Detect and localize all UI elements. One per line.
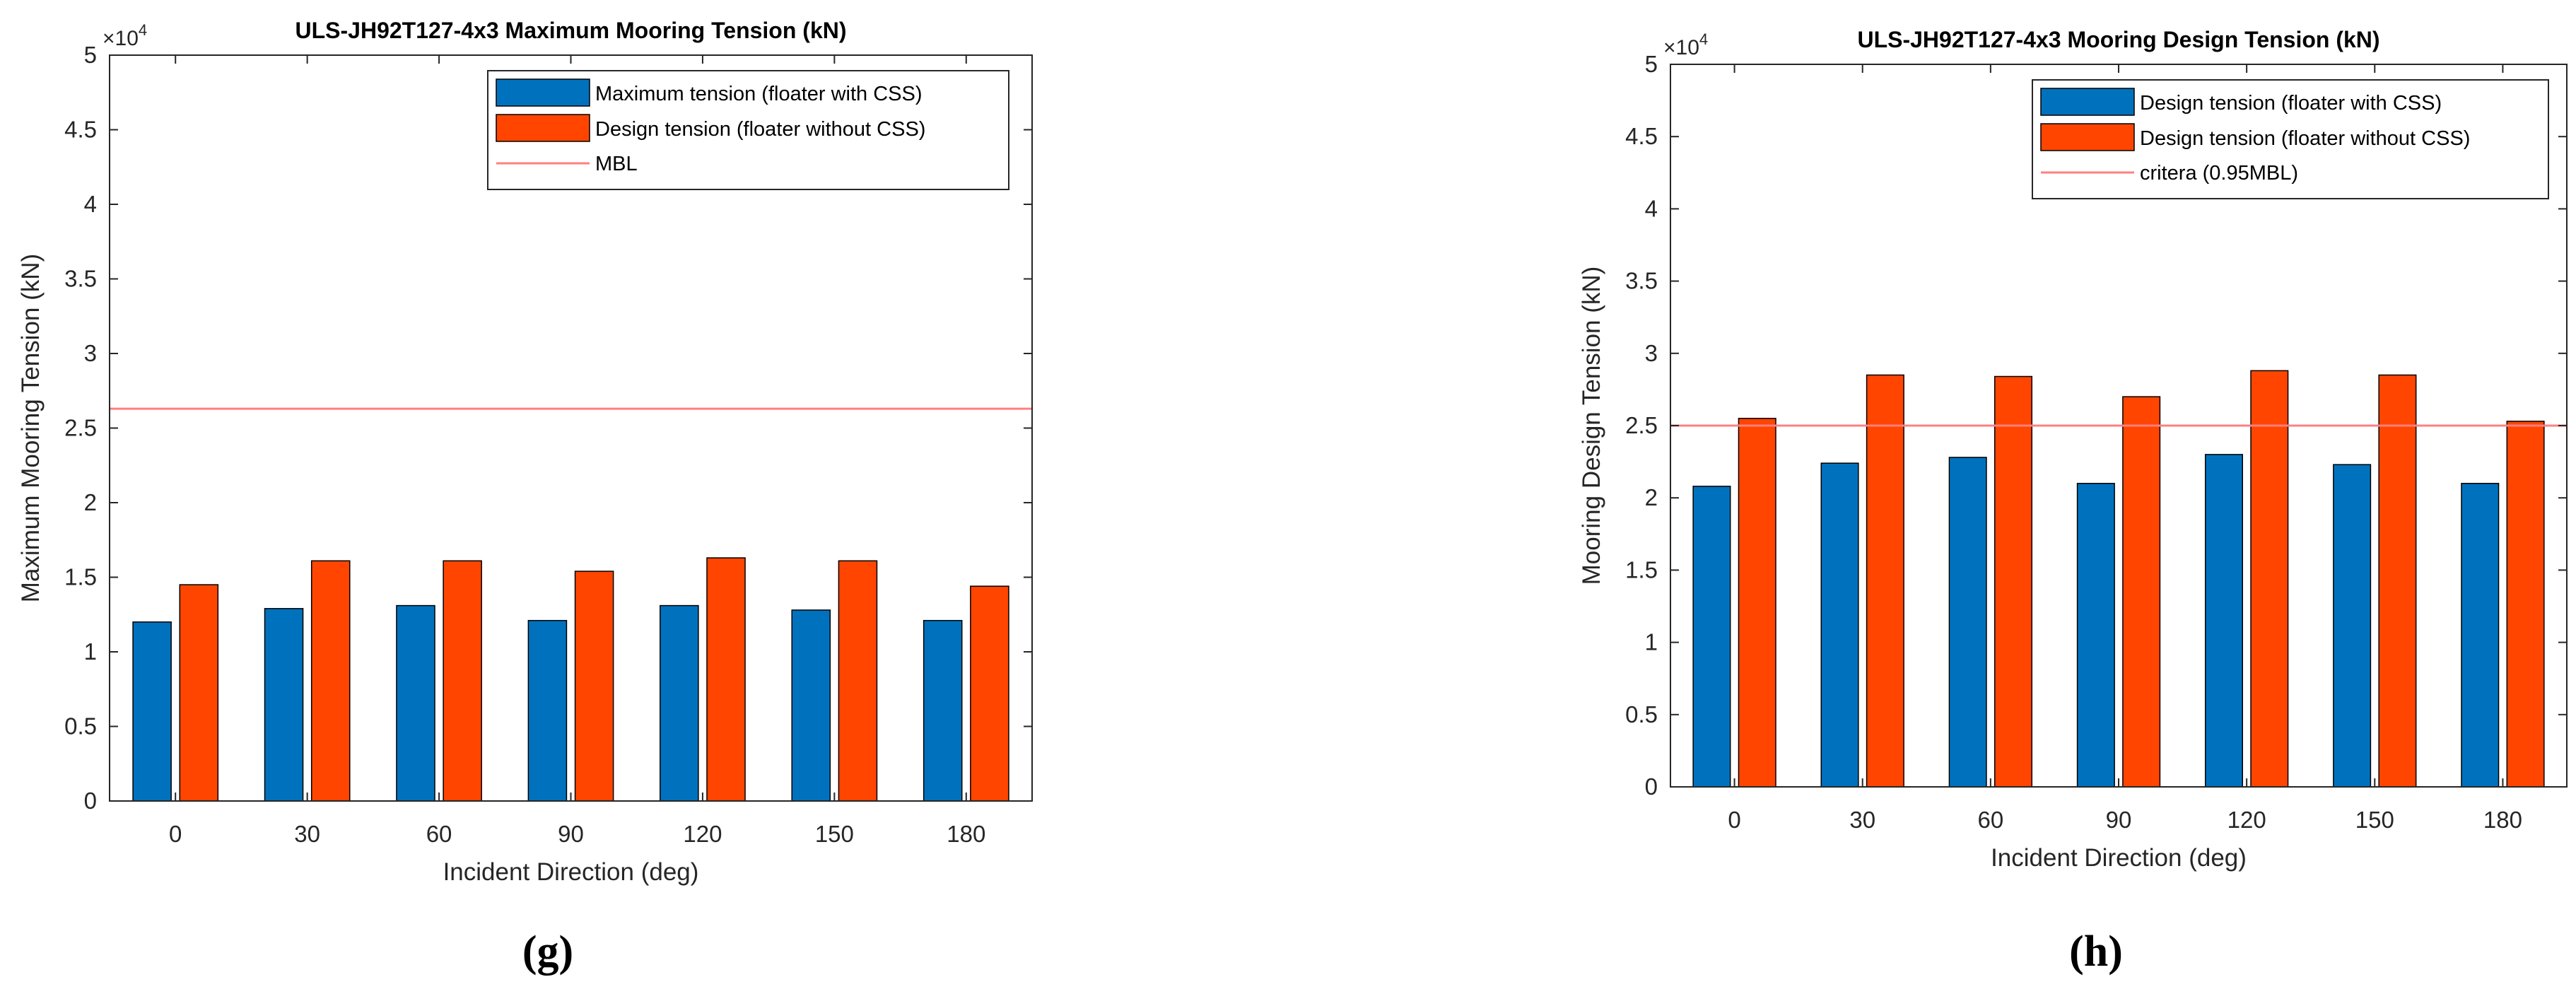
- x-tick-label: 150: [815, 821, 854, 847]
- y-exponent-power: 4: [1699, 30, 1708, 48]
- y-exponent-label: ×104: [1663, 30, 1708, 59]
- bar-with-css-150: [2333, 464, 2372, 788]
- y-axis-label: Mooring Design Tension (kN): [1578, 267, 1605, 585]
- bar-without-css-120: [2250, 370, 2289, 788]
- bar-without-css-30: [310, 560, 351, 802]
- x-tick-label: 60: [426, 821, 452, 847]
- bar-with-css-60: [396, 604, 435, 802]
- x-axis-label: Incident Direction (deg): [1991, 844, 2247, 872]
- x-axis-label: Incident Direction (deg): [443, 858, 699, 886]
- legend-swatch-1: [496, 78, 590, 107]
- legend-label-1: Maximum tension (floater with CSS): [595, 83, 923, 105]
- y-tick-label: 3.5: [1625, 268, 1658, 294]
- x-tick-label: 150: [2355, 807, 2394, 833]
- y-axis-label: Maximum Mooring Tension (kN): [17, 254, 45, 602]
- y-tick-label: 0: [84, 788, 97, 814]
- y-tick-label: 1: [84, 638, 97, 665]
- panel-label: (g): [522, 928, 573, 976]
- y-tick-label: 3: [84, 340, 97, 366]
- x-tick-label: 90: [558, 821, 584, 847]
- legend: Design tension (floater with CSS) Design …: [2032, 79, 2549, 199]
- y-tick-label: 0.5: [64, 713, 97, 739]
- x-tick-label: 180: [2483, 807, 2522, 833]
- y-exponent-power: 4: [139, 21, 147, 39]
- y-tick-label: 2: [84, 489, 97, 515]
- bar-with-css-180: [923, 619, 963, 802]
- bar-without-css-0: [1738, 418, 1776, 788]
- y-tick-label: 2.5: [64, 415, 97, 441]
- y-tick-label: 0.5: [1625, 701, 1658, 727]
- y-tick-label: 4.5: [64, 117, 97, 143]
- legend-swatch-2: [496, 114, 590, 142]
- y-tick-label: 1: [1645, 629, 1658, 655]
- legend-swatch-2: [2040, 123, 2135, 151]
- bar-with-css-0: [132, 621, 172, 802]
- bar-without-css-60: [443, 560, 482, 802]
- legend-label-reference: critera (0.95MBL): [2140, 162, 2298, 185]
- panel-label: (h): [2069, 928, 2123, 976]
- bar-without-css-180: [970, 585, 1009, 802]
- bar-with-css-150: [791, 609, 831, 802]
- chart-panel-g: 0 0.5 1 1.5 2 2.5 3 3.5 4 4.5 5 0 30 60 90 120 150 180 ×10…: [17, 18, 1033, 976]
- bar-without-css-0: [179, 584, 219, 802]
- x-tick-label: 120: [683, 821, 722, 847]
- x-tick-label: 30: [1849, 807, 1875, 833]
- bar-with-css-90: [527, 619, 568, 802]
- y-exponent-label: ×104: [103, 21, 147, 50]
- x-tick-label: 0: [1728, 807, 1740, 833]
- y-exponent-base: ×10: [103, 27, 139, 50]
- bar-with-css-120: [660, 604, 699, 802]
- y-tick-label: 5: [1645, 51, 1658, 77]
- bar-without-css-150: [838, 560, 878, 802]
- y-tick-label: 4: [1645, 195, 1658, 221]
- y-tick-label: 1.5: [1625, 556, 1658, 583]
- bar-with-css-120: [2204, 454, 2244, 788]
- bar-without-css-120: [706, 557, 746, 802]
- legend-label-reference: MBL: [595, 153, 638, 175]
- bar-without-css-90: [574, 571, 614, 802]
- y-exponent-base: ×10: [1663, 36, 1699, 59]
- y-tick-label: 2.5: [1625, 412, 1658, 438]
- chart-title: ULS-JH92T127-4x3 Mooring Design Tension …: [1857, 27, 2379, 52]
- bar-with-css-0: [1692, 486, 1731, 788]
- bar-without-css-60: [1994, 375, 2033, 788]
- y-tick-label: 2: [1645, 484, 1658, 510]
- x-tick-label: 90: [2106, 807, 2132, 833]
- bar-without-css-180: [2506, 421, 2545, 788]
- bar-without-css-150: [2378, 374, 2417, 788]
- x-tick-label: 60: [1977, 807, 2003, 833]
- bar-with-css-60: [1948, 457, 1987, 788]
- bar-without-css-30: [1866, 374, 1904, 788]
- y-tick-label: 1.5: [64, 564, 97, 590]
- y-tick-label: 3: [1645, 340, 1658, 366]
- x-tick-label: 30: [294, 821, 320, 847]
- chart-title: ULS-JH92T127-4x3 Maximum Mooring Tension…: [295, 18, 847, 43]
- x-tick-label: 180: [947, 821, 985, 847]
- x-tick-label: 120: [2227, 807, 2266, 833]
- bar-with-css-180: [2461, 483, 2500, 788]
- legend-label-1: Design tension (floater with CSS): [2140, 92, 2442, 115]
- legend-label-2: Design tension (floater without CSS): [2140, 127, 2470, 150]
- y-tick-label: 4: [84, 191, 97, 217]
- chart-panel-h: 0 0.5 1 1.5 2 2.5 3 3.5 4 4.5 5 0 30 60 90 120 150 180 ×10…: [1578, 27, 2568, 976]
- bar-with-css-30: [264, 608, 304, 802]
- bar-with-css-30: [1820, 462, 1859, 788]
- y-tick-label: 0: [1645, 773, 1658, 800]
- legend-label-2: Design tension (floater without CSS): [595, 118, 925, 141]
- legend-swatch-1: [2040, 88, 2135, 116]
- legend: Maximum tension (floater with CSS) Design…: [487, 70, 1009, 190]
- y-tick-label: 5: [84, 42, 97, 68]
- x-tick-label: 0: [169, 821, 182, 847]
- y-tick-label: 4.5: [1625, 123, 1658, 149]
- y-tick-label: 3.5: [64, 266, 97, 292]
- bar-without-css-90: [2122, 396, 2161, 788]
- bar-with-css-90: [2076, 483, 2115, 788]
